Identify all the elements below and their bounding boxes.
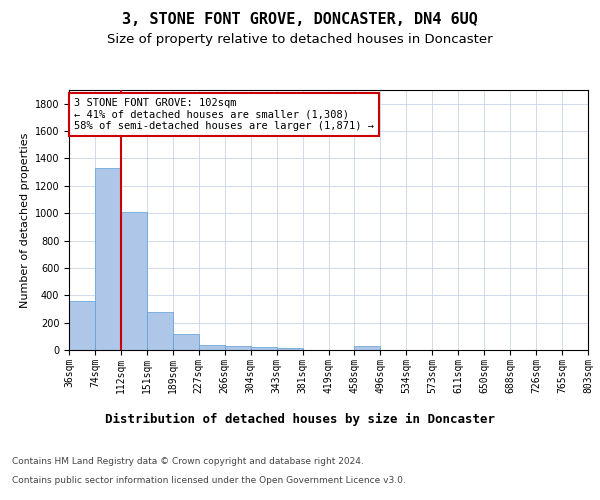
Text: 3 STONE FONT GROVE: 102sqm
← 41% of detached houses are smaller (1,308)
58% of s: 3 STONE FONT GROVE: 102sqm ← 41% of deta… — [74, 98, 374, 131]
Text: Contains HM Land Registry data © Crown copyright and database right 2024.: Contains HM Land Registry data © Crown c… — [12, 458, 364, 466]
Bar — [355, 346, 380, 350]
Bar — [95, 168, 121, 350]
Bar — [199, 345, 224, 350]
Bar — [225, 346, 251, 350]
Bar — [277, 348, 302, 350]
Bar — [147, 312, 173, 350]
Text: Distribution of detached houses by size in Doncaster: Distribution of detached houses by size … — [105, 412, 495, 426]
Bar — [251, 347, 277, 350]
Bar — [121, 212, 147, 350]
Text: Contains public sector information licensed under the Open Government Licence v3: Contains public sector information licen… — [12, 476, 406, 485]
Y-axis label: Number of detached properties: Number of detached properties — [20, 132, 31, 308]
Text: 3, STONE FONT GROVE, DONCASTER, DN4 6UQ: 3, STONE FONT GROVE, DONCASTER, DN4 6UQ — [122, 12, 478, 28]
Bar — [173, 334, 199, 350]
Bar — [69, 302, 95, 350]
Text: Size of property relative to detached houses in Doncaster: Size of property relative to detached ho… — [107, 32, 493, 46]
